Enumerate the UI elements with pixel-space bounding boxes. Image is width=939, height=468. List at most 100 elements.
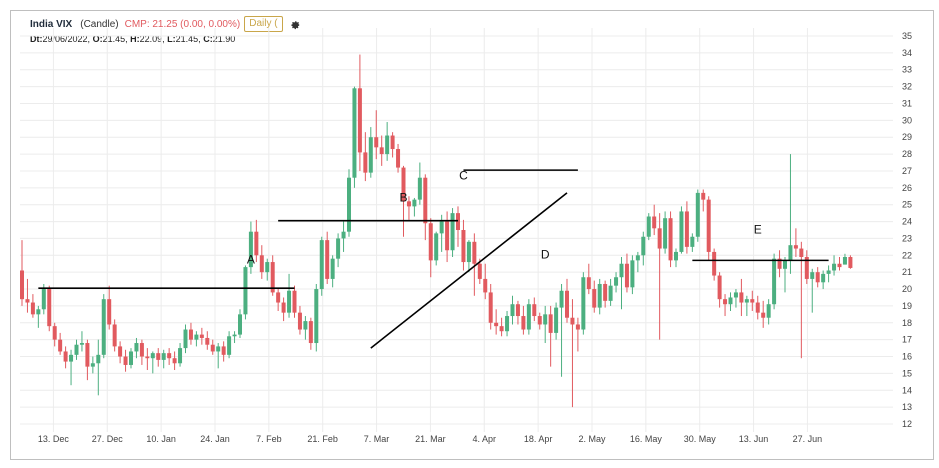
annotation-e: E: [754, 222, 762, 236]
candle: [717, 272, 722, 308]
chart-header: India VIX (Candle) CMP: 21.25 (0.00, 0.0…: [30, 15, 301, 33]
candle: [20, 240, 24, 306]
candle: [41, 283, 46, 315]
y-tick-label: 21: [902, 267, 912, 277]
candle: [308, 317, 313, 350]
candle: [701, 189, 706, 212]
candle-body: [58, 339, 63, 352]
candle: [385, 122, 390, 161]
candle: [456, 206, 460, 247]
ohlc-readout: Dt:29/06/2022, O:21.45, H:22.09, L:21.45…: [30, 34, 235, 44]
candle: [526, 299, 531, 335]
candle-body: [303, 321, 308, 330]
candle: [494, 309, 499, 335]
candle-body: [515, 304, 520, 317]
candle: [723, 294, 728, 317]
timeframe-dropdown[interactable]: Daily (: [244, 16, 283, 32]
x-tick-label: 18. Apr: [524, 434, 553, 444]
candle-body: [357, 88, 362, 153]
candle: [733, 289, 738, 308]
candle: [608, 278, 613, 306]
annotation-a: A: [247, 253, 255, 267]
candle-body: [483, 278, 488, 293]
annotation-d: D: [541, 248, 550, 262]
candle-body: [717, 275, 722, 300]
candle-body: [723, 299, 728, 305]
y-tick-label: 19: [902, 301, 912, 311]
candle: [581, 272, 586, 335]
candle: [450, 208, 455, 257]
candle-body: [199, 334, 204, 338]
candle: [221, 341, 226, 362]
candle-layer: [20, 54, 853, 408]
candle-body: [30, 302, 35, 315]
candle: [150, 351, 155, 374]
candle-body: [194, 334, 199, 340]
y-tick-label: 26: [902, 183, 912, 193]
c-value: 21.90: [212, 34, 236, 44]
candle: [570, 299, 575, 408]
y-tick-label: 16: [902, 352, 912, 362]
candle: [739, 278, 744, 317]
h-label: H:: [130, 34, 140, 44]
candle-body: [243, 267, 248, 315]
candle-body: [603, 283, 608, 301]
candle: [559, 283, 564, 377]
candle: [357, 54, 362, 171]
gear-icon[interactable]: [289, 18, 301, 30]
candle: [695, 189, 700, 242]
candle: [575, 317, 580, 352]
candle-body: [254, 231, 259, 256]
candle-body: [815, 272, 820, 283]
candle: [232, 331, 237, 344]
candle-body: [614, 277, 619, 286]
candle-body: [810, 272, 815, 279]
candle-body: [510, 304, 515, 317]
dt-label: Dt:: [30, 34, 43, 44]
x-tick-label: 21. Mar: [415, 434, 446, 444]
candle: [254, 219, 259, 263]
candle-body: [777, 258, 782, 269]
candle: [145, 348, 150, 371]
candle: [74, 339, 79, 360]
candle-body: [728, 297, 733, 305]
candle-body: [532, 304, 537, 317]
candle-body: [842, 256, 847, 265]
candle-body: [63, 351, 68, 362]
candle-body: [352, 88, 357, 178]
candle: [630, 255, 635, 295]
candle: [47, 285, 52, 332]
candle: [292, 285, 297, 318]
candle: [690, 233, 695, 252]
candle-body: [445, 221, 450, 251]
y-tick-label: 33: [902, 65, 912, 75]
candle: [161, 349, 166, 369]
candle-body: [308, 321, 313, 344]
candle: [248, 221, 253, 274]
candle: [423, 174, 428, 241]
trend-line-d[interactable]: [370, 192, 568, 349]
y-tick-label: 25: [902, 200, 912, 210]
x-tick-label: 16. May: [630, 434, 663, 444]
candle: [532, 297, 537, 322]
candle: [352, 86, 357, 188]
candle-body: [761, 312, 766, 318]
candle-body: [85, 343, 90, 367]
candle: [30, 294, 35, 318]
candle: [793, 228, 798, 257]
candle: [374, 110, 379, 160]
candle: [837, 256, 842, 271]
candle: [657, 213, 662, 340]
candle-body: [608, 285, 613, 301]
candle-body: [79, 343, 84, 345]
candle: [90, 356, 95, 374]
candle-body: [663, 218, 668, 249]
candle: [434, 231, 439, 266]
x-tick-label: 21. Feb: [307, 434, 338, 444]
candle: [336, 233, 341, 268]
candle: [663, 211, 668, 254]
candle-body: [674, 251, 678, 261]
candle: [466, 240, 471, 273]
candle: [259, 245, 264, 279]
